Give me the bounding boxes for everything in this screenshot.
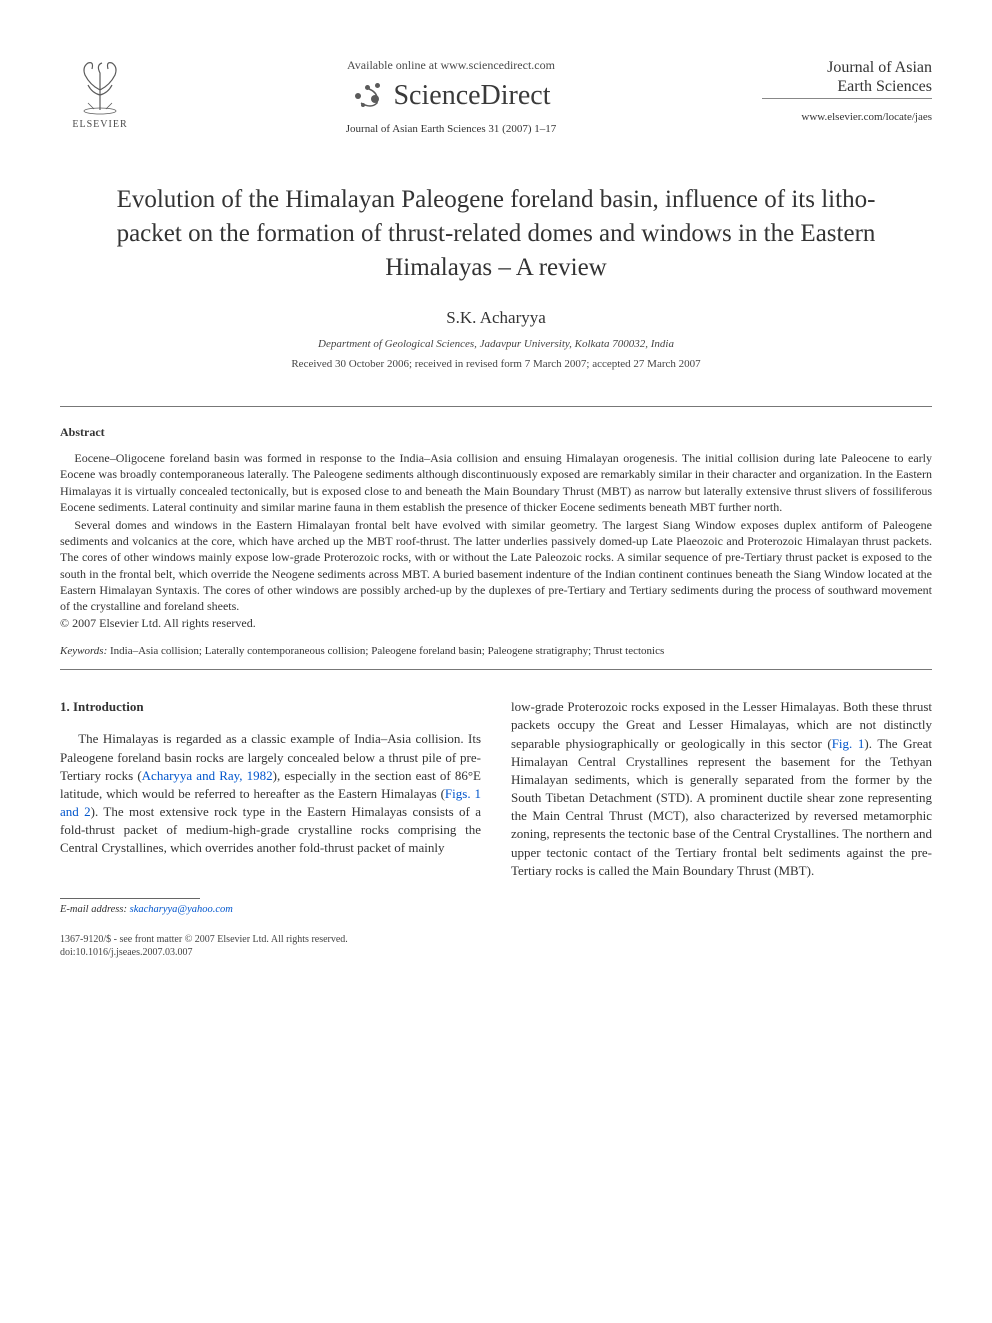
figure-link-1[interactable]: Fig. 1 bbox=[832, 736, 865, 751]
header-right: Journal of Asian Earth Sciences www.else… bbox=[762, 40, 932, 123]
journal-name-line2: Earth Sciences bbox=[762, 77, 932, 96]
abstract-paragraph-2: Several domes and windows in the Eastern… bbox=[60, 517, 932, 614]
sciencedirect-label: ScienceDirect bbox=[393, 80, 550, 112]
keywords-text: India–Asia collision; Laterally contempo… bbox=[107, 645, 664, 657]
column-left: 1. Introduction The Himalayas is regarde… bbox=[60, 698, 481, 959]
journal-reference: Journal of Asian Earth Sciences 31 (2007… bbox=[140, 123, 762, 135]
article-dates: Received 30 October 2006; received in re… bbox=[60, 358, 932, 370]
keywords-line: Keywords: India–Asia collision; Laterall… bbox=[60, 645, 932, 657]
header-center: Available online at www.sciencedirect.co… bbox=[140, 40, 762, 135]
column-right: low-grade Proterozoic rocks exposed in t… bbox=[511, 698, 932, 959]
available-online-text: Available online at www.sciencedirect.co… bbox=[140, 58, 762, 73]
introduction-heading: 1. Introduction bbox=[60, 698, 481, 716]
intro-text-3: ). The most extensive rock type in the E… bbox=[60, 804, 481, 855]
citation-link-acharyya[interactable]: Acharyya and Ray, 1982 bbox=[142, 768, 273, 783]
abstract-paragraph-1: Eocene–Oligocene foreland basin was form… bbox=[60, 450, 932, 515]
intro-text-5: ). The Great Himalayan Central Crystalli… bbox=[511, 736, 932, 878]
journal-url: www.elsevier.com/locate/jaes bbox=[762, 111, 932, 123]
intro-paragraph-right: low-grade Proterozoic rocks exposed in t… bbox=[511, 698, 932, 880]
author-name: S.K. Acharyya bbox=[60, 308, 932, 328]
elsevier-label: ELSEVIER bbox=[72, 119, 127, 130]
article-title: Evolution of the Himalayan Paleogene for… bbox=[100, 183, 892, 284]
page-header: ELSEVIER Available online at www.science… bbox=[60, 40, 932, 135]
footnote-email: E-mail address: skacharyya@yahoo.com bbox=[60, 903, 481, 918]
abstract-label: Abstract bbox=[60, 425, 932, 440]
journal-name-line1: Journal of Asian bbox=[762, 58, 932, 77]
abstract-top-rule bbox=[60, 406, 932, 407]
author-affiliation: Department of Geological Sciences, Jadav… bbox=[60, 338, 932, 350]
body-columns: 1. Introduction The Himalayas is regarde… bbox=[60, 698, 932, 959]
footer-line-2: doi:10.1016/j.jseaes.2007.03.007 bbox=[60, 946, 481, 959]
abstract-copyright: © 2007 Elsevier Ltd. All rights reserved… bbox=[60, 616, 932, 631]
footer-block: 1367-9120/$ - see front matter © 2007 El… bbox=[60, 933, 481, 959]
intro-paragraph-left: The Himalayas is regarded as a classic e… bbox=[60, 730, 481, 857]
keywords-label: Keywords: bbox=[60, 645, 107, 657]
elsevier-logo: ELSEVIER bbox=[60, 40, 140, 130]
footnote-label: E-mail address: bbox=[60, 904, 127, 915]
email-link[interactable]: skacharyya@yahoo.com bbox=[127, 904, 233, 915]
sciencedirect-logo: ScienceDirect bbox=[140, 79, 762, 113]
abstract-bottom-rule bbox=[60, 669, 932, 670]
elsevier-tree-icon bbox=[70, 55, 130, 115]
journal-rule bbox=[762, 98, 932, 99]
footnote-rule bbox=[60, 898, 200, 899]
footer-line-1: 1367-9120/$ - see front matter © 2007 El… bbox=[60, 933, 481, 946]
sciencedirect-mark-icon bbox=[351, 79, 385, 113]
